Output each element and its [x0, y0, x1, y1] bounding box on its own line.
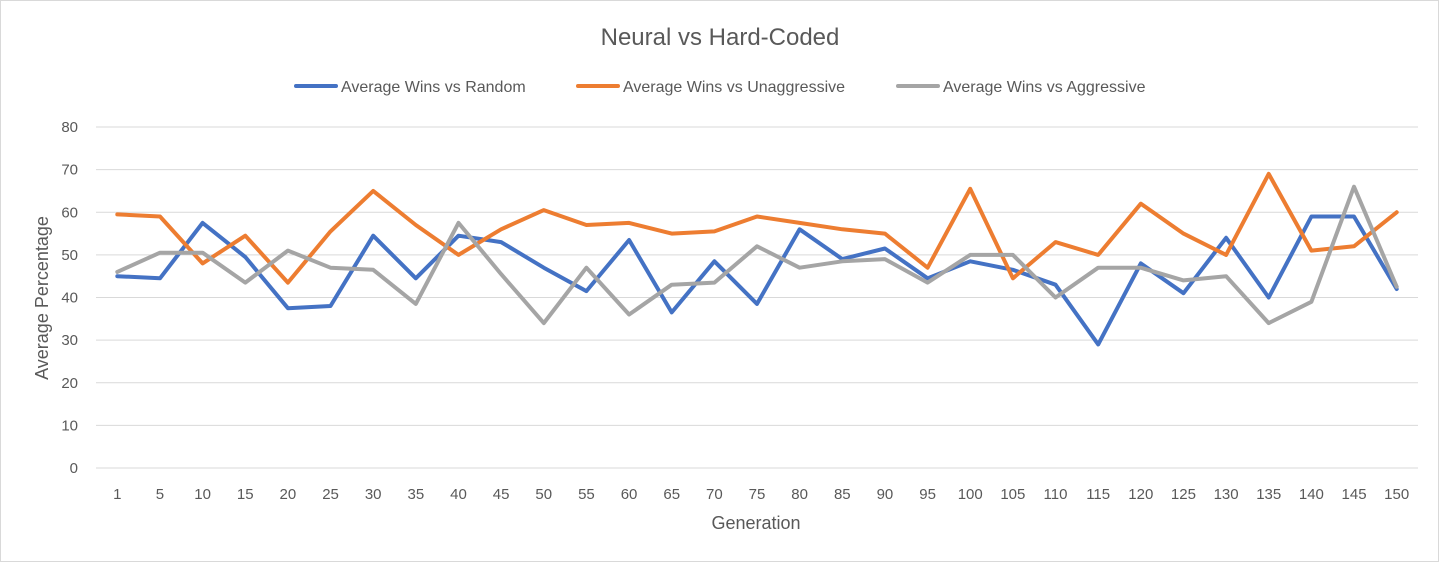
legend: Average Wins vs Random Average Wins vs Un…	[294, 79, 1146, 96]
x-tick-label: 115	[1086, 486, 1110, 503]
x-tick-label: 100	[958, 486, 983, 503]
x-tick-label: 65	[663, 486, 680, 503]
x-tick-label: 145	[1342, 486, 1367, 503]
y-tick-label: 30	[61, 332, 78, 349]
x-tick-label: 95	[919, 486, 936, 503]
series-line-2	[115, 171, 1399, 285]
y-tick-label: 70	[61, 162, 78, 179]
x-tick-label: 120	[1128, 486, 1153, 503]
x-tick-label: 5	[156, 486, 164, 503]
x-axis-ticks: 1 5 10 15 20 25 30 35 40 45 50 55 60 65 70 75 80 85 90 95 10…	[113, 486, 1409, 503]
x-tick-label: 110	[1044, 486, 1068, 503]
legend-label-2: Average Wins vs Unaggressive	[623, 79, 845, 96]
series-line-3	[115, 184, 1399, 326]
series-line-1	[115, 214, 1399, 347]
y-axis-ticks: 0 10 20 30 40 50 60 70 80	[61, 119, 78, 477]
chart-title: Neural vs Hard-Coded	[601, 24, 840, 51]
y-tick-label: 60	[61, 204, 78, 221]
y-tick-label: 40	[61, 290, 78, 307]
x-tick-label: 70	[706, 486, 723, 503]
x-tick-label: 140	[1299, 486, 1324, 503]
y-tick-label: 10	[61, 417, 78, 434]
y-tick-label: 0	[70, 460, 78, 477]
y-tick-label: 80	[61, 119, 78, 136]
x-tick-label: 40	[450, 486, 467, 503]
x-tick-label: 25	[322, 486, 339, 503]
x-tick-label: 10	[194, 486, 211, 503]
series-lines	[115, 171, 1399, 347]
x-tick-label: 1	[113, 486, 121, 503]
y-tick-label: 20	[61, 375, 78, 392]
y-tick-label: 50	[61, 247, 78, 264]
x-tick-label: 85	[834, 486, 851, 503]
x-tick-label: 80	[791, 486, 808, 503]
x-tick-label: 35	[407, 486, 424, 503]
x-tick-label: 130	[1214, 486, 1239, 503]
x-tick-label: 55	[578, 486, 595, 503]
x-tick-label: 45	[493, 486, 510, 503]
x-tick-label: 60	[621, 486, 638, 503]
x-tick-label: 20	[280, 486, 297, 503]
x-tick-label: 105	[1000, 486, 1025, 503]
legend-label-3: Average Wins vs Aggressive	[943, 79, 1146, 96]
x-tick-label: 125	[1171, 486, 1196, 503]
x-tick-label: 90	[877, 486, 894, 503]
y-axis-label: Average Percentage	[32, 216, 52, 380]
x-tick-label: 15	[237, 486, 254, 503]
x-tick-label: 30	[365, 486, 382, 503]
gridlines	[96, 126, 1418, 469]
legend-label-1: Average Wins vs Random	[341, 79, 526, 96]
x-tick-label: 50	[535, 486, 552, 503]
x-tick-label: 150	[1384, 486, 1409, 503]
x-tick-label: 135	[1256, 486, 1281, 503]
x-axis-label: Generation	[711, 513, 800, 533]
x-tick-label: 75	[749, 486, 766, 503]
